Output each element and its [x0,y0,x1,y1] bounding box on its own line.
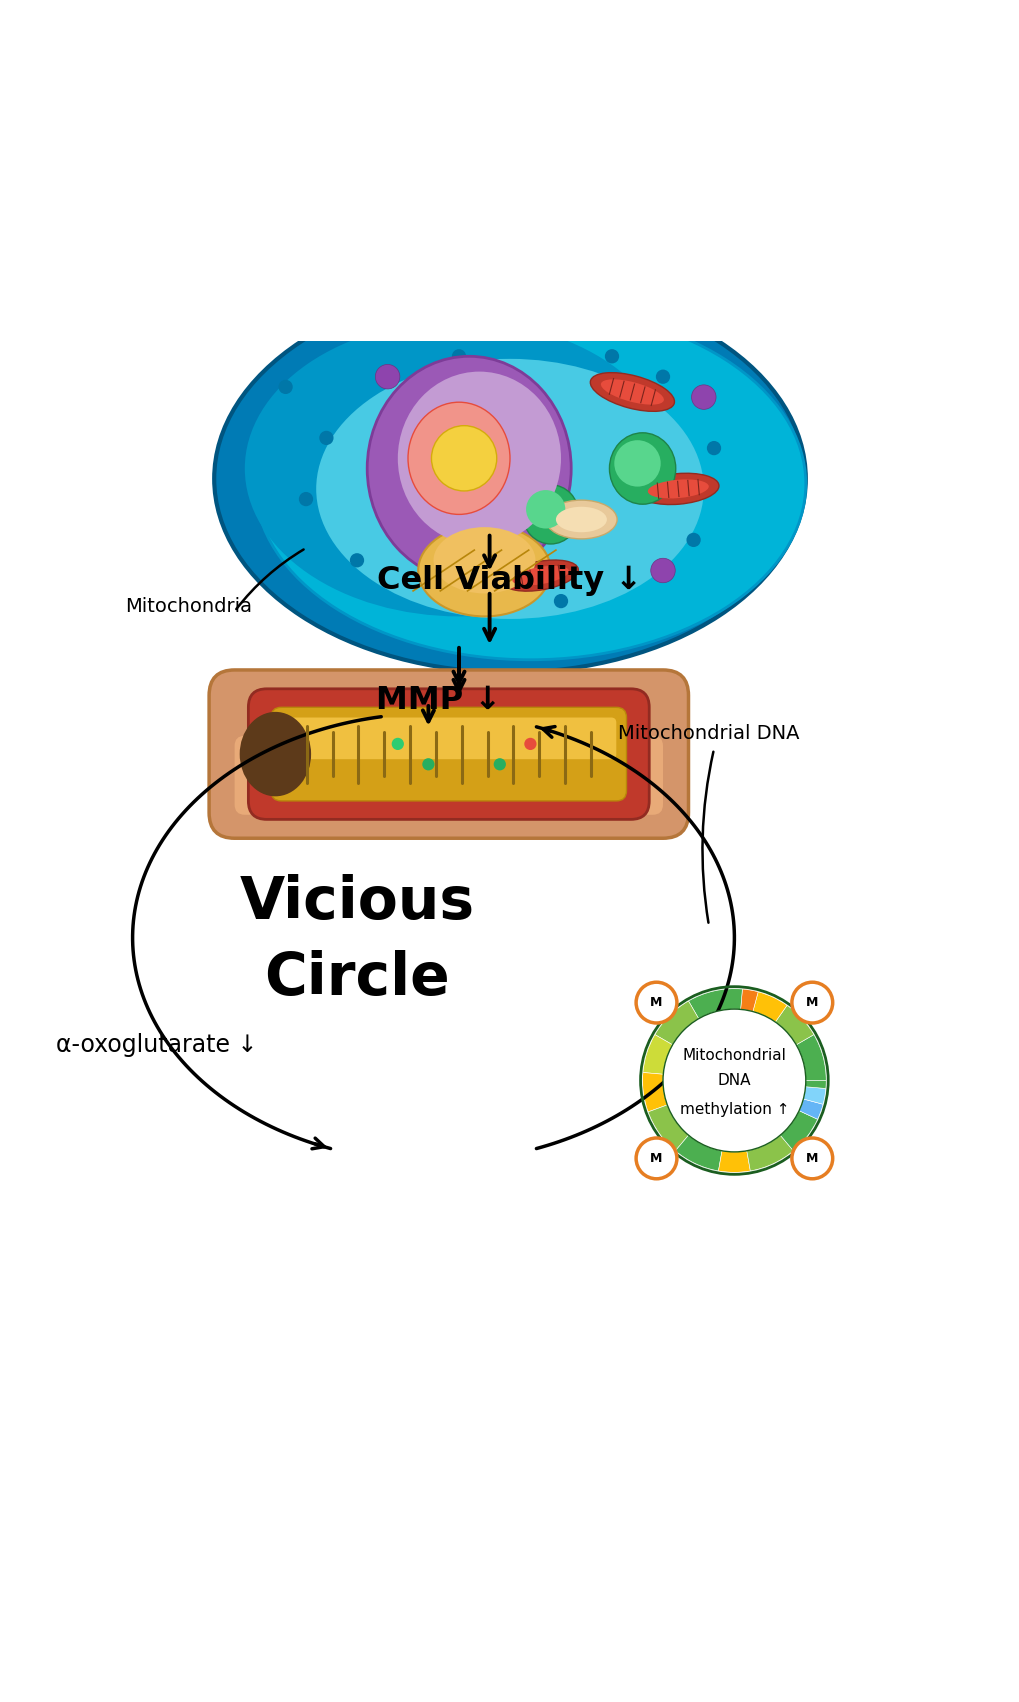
Text: DNA: DNA [717,1072,750,1088]
Wedge shape [642,1072,666,1111]
Ellipse shape [433,528,535,594]
Text: M: M [650,1152,662,1164]
Wedge shape [805,1081,825,1089]
Wedge shape [752,992,787,1021]
Circle shape [655,369,669,385]
Circle shape [422,757,434,771]
Ellipse shape [397,371,560,545]
Ellipse shape [239,711,311,797]
Wedge shape [688,989,742,1019]
Text: M: M [805,996,817,1009]
FancyBboxPatch shape [281,718,615,759]
Ellipse shape [545,500,616,540]
Ellipse shape [255,308,805,660]
Wedge shape [654,1001,698,1045]
Ellipse shape [502,560,578,591]
Circle shape [493,757,505,771]
Circle shape [319,431,333,444]
Wedge shape [642,1035,672,1074]
Text: MMP ↓: MMP ↓ [376,684,500,715]
Text: methylation ↑: methylation ↑ [679,1101,789,1117]
Text: Cell Viability ↓: Cell Viability ↓ [377,565,642,596]
Circle shape [421,574,435,587]
Ellipse shape [647,480,708,499]
Circle shape [451,349,466,364]
Ellipse shape [408,402,510,514]
Ellipse shape [367,356,571,580]
Circle shape [636,1139,677,1179]
Wedge shape [774,1006,813,1045]
Ellipse shape [600,380,663,405]
FancyBboxPatch shape [234,735,662,815]
Wedge shape [647,1105,688,1151]
Wedge shape [780,1111,817,1151]
FancyBboxPatch shape [249,689,649,819]
Ellipse shape [523,485,579,545]
Wedge shape [740,989,757,1011]
Circle shape [650,558,675,582]
Ellipse shape [512,565,569,585]
Wedge shape [746,1135,793,1171]
Circle shape [636,982,677,1023]
Text: α-oxoglutarate ↓: α-oxoglutarate ↓ [56,1033,257,1057]
Circle shape [706,441,720,454]
Text: Circle: Circle [264,950,449,1008]
Circle shape [662,1009,805,1152]
Text: M: M [805,1152,817,1164]
Wedge shape [796,1035,825,1081]
Circle shape [350,553,364,567]
Ellipse shape [555,507,606,533]
Ellipse shape [590,373,674,412]
Wedge shape [675,1135,721,1171]
Wedge shape [803,1086,825,1105]
Circle shape [375,364,399,390]
Wedge shape [717,1151,750,1173]
Ellipse shape [418,524,550,616]
Circle shape [431,426,496,490]
Ellipse shape [613,441,660,487]
FancyBboxPatch shape [209,671,688,839]
Text: Mitochondria: Mitochondria [125,597,252,616]
Ellipse shape [637,473,718,504]
Circle shape [604,349,619,364]
Circle shape [691,385,715,410]
Ellipse shape [609,432,675,504]
Circle shape [686,533,700,546]
Circle shape [791,1139,832,1179]
Circle shape [524,737,536,751]
Ellipse shape [214,284,805,672]
Circle shape [553,594,568,608]
Circle shape [791,982,832,1023]
Ellipse shape [245,320,673,616]
Text: Vicious: Vicious [239,873,474,931]
FancyBboxPatch shape [271,708,626,802]
Ellipse shape [526,490,565,529]
Text: Mitochondrial: Mitochondrial [682,1047,786,1062]
Circle shape [391,737,404,751]
Text: Mitochondrial DNA: Mitochondrial DNA [618,723,799,744]
Circle shape [299,492,313,505]
Wedge shape [798,1099,822,1120]
Circle shape [278,380,292,395]
Circle shape [512,303,548,339]
Text: M: M [650,996,662,1009]
Ellipse shape [316,359,703,620]
